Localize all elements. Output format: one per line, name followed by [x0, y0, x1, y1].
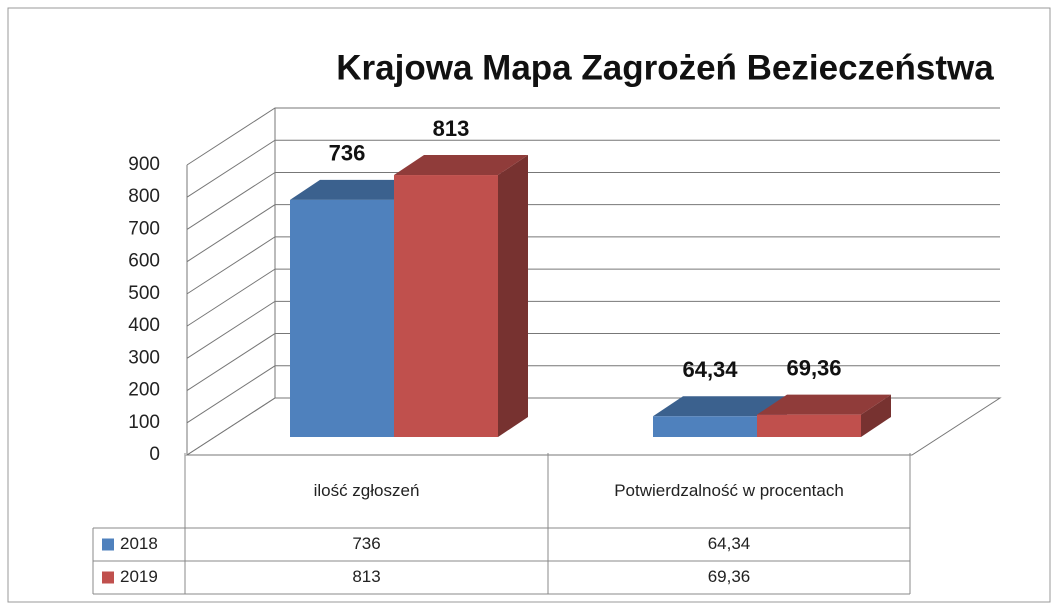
bar [394, 155, 528, 438]
bar [757, 394, 891, 437]
grid-line [186, 171, 1000, 230]
grid-line [186, 107, 1000, 166]
table-value: 813 [352, 567, 380, 586]
chart-border [7, 7, 1051, 603]
y-tick-label: 600 [128, 251, 160, 272]
grid-line [186, 236, 1000, 295]
bar-top [290, 179, 424, 200]
y-tick-label: 200 [128, 380, 160, 401]
grid-line [186, 300, 1000, 359]
bar-top [757, 394, 891, 415]
grid-line [186, 333, 1000, 391]
data-label: 736 [329, 141, 366, 166]
y-tick-label: 700 [128, 218, 160, 239]
bar-front [653, 416, 757, 437]
table-value: 736 [352, 534, 380, 553]
data-label: 69,36 [786, 355, 841, 380]
chart-title: Krajowa Mapa Zagrożeń Bezieczeństwa [336, 48, 994, 87]
y-tick-label: 500 [128, 283, 160, 304]
data-label: 64,34 [682, 357, 738, 382]
grid-line [186, 365, 1000, 424]
bar-top [394, 155, 528, 176]
bar-side [861, 394, 891, 437]
x-tick-label: Potwierdzalność w procentach [614, 480, 844, 500]
table-value: 69,36 [708, 567, 751, 586]
y-tick-label: 100 [128, 412, 160, 433]
category-cell: ilość zgłoszeń [313, 480, 420, 500]
bar-top [653, 396, 787, 417]
bar-front [757, 414, 861, 437]
y-tick-label: 400 [128, 315, 160, 336]
grid-line [186, 139, 1000, 198]
bar-front [290, 199, 394, 437]
table-value: 64,34 [708, 534, 751, 553]
category-cell: Potwierdzalność w procentach [614, 480, 844, 500]
legend-key [102, 538, 114, 551]
x-tick-label: ilość zgłoszeń [313, 480, 420, 500]
y-tick-label: 300 [128, 347, 160, 368]
legend-key [102, 571, 114, 584]
y-tick-label: 0 [149, 444, 160, 465]
bar-side [498, 155, 528, 438]
y-tick-label: 900 [128, 154, 160, 175]
bar-front [394, 175, 498, 438]
data-label: 813 [433, 116, 470, 141]
grid-line [186, 204, 1000, 263]
y-tick-label: 800 [128, 186, 160, 207]
grid-line [186, 268, 1000, 327]
legend-label: 2018 [120, 534, 158, 553]
legend-label: 2019 [120, 567, 158, 586]
